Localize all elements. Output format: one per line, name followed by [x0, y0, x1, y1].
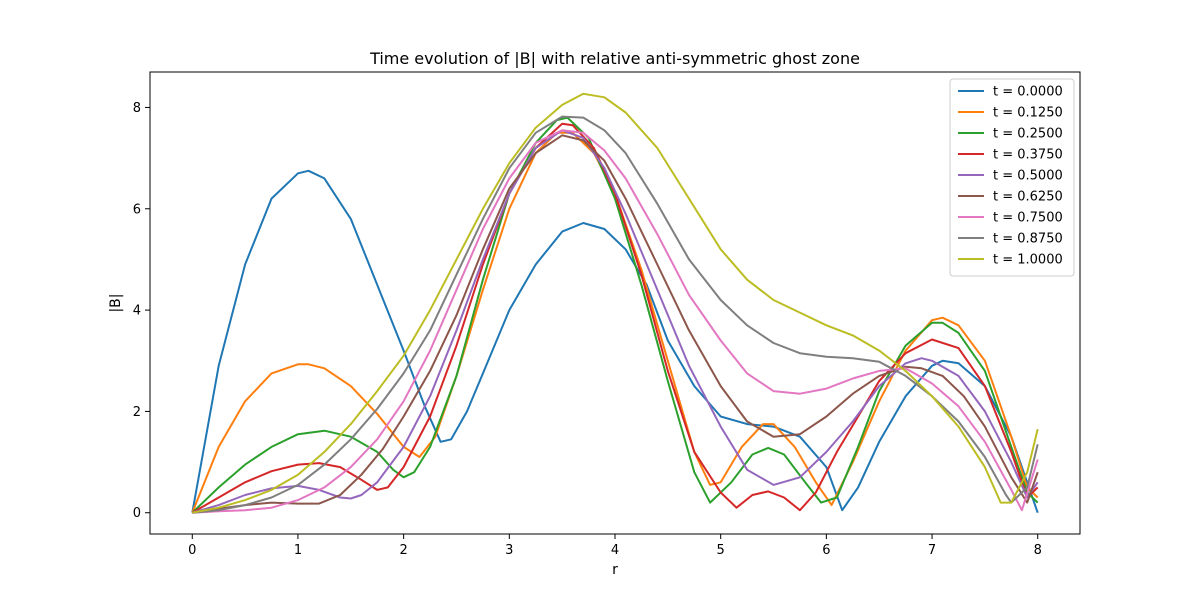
x-tick-label: 8 [1034, 543, 1042, 558]
series-lines [191, 92, 1039, 514]
x-tick-label: 1 [294, 543, 302, 558]
y-tick-label: 6 [133, 202, 141, 217]
legend: t = 0.0000 t = 0.1250 t = 0.2500 t = 0.3750… [949, 78, 1075, 277]
legend-label: t = 0.3750 [993, 148, 1063, 163]
x-tick-label: 7 [928, 543, 936, 558]
x-tick-label: 2 [399, 543, 407, 558]
series-line-6 [192, 129, 1039, 514]
series-line-1 [191, 131, 1039, 514]
legend-label: t = 0.8750 [993, 232, 1063, 247]
legend-label: t = 0.0000 [993, 85, 1063, 100]
x-axis-label: r [612, 562, 618, 578]
legend-label: t = 0.6250 [993, 190, 1063, 205]
legend-box [949, 78, 1075, 277]
y-tick-label: 4 [133, 304, 141, 319]
x-tick-label: 3 [505, 543, 513, 558]
series-line-2 [191, 116, 1039, 514]
x-axis-ticks: 0 1 2 3 4 5 6 7 8 [188, 534, 1042, 558]
y-tick-label: 8 [133, 101, 141, 116]
series-line-8 [192, 92, 1039, 514]
x-tick-label: 6 [822, 543, 830, 558]
legend-label: t = 0.2500 [993, 127, 1063, 142]
legend-label: t = 0.5000 [993, 169, 1063, 184]
series-line-7 [192, 115, 1039, 514]
series-line-5 [192, 134, 1039, 514]
legend-label: t = 0.1250 [993, 106, 1063, 121]
series-line-0 [191, 169, 1039, 514]
chart-title: Time evolution of |B| with relative anti… [369, 49, 860, 68]
y-axis-ticks: 0 2 4 6 8 [133, 101, 150, 521]
series-line-3 [191, 122, 1039, 514]
x-tick-label: 4 [611, 543, 619, 558]
y-tick-label: 0 [133, 506, 141, 521]
x-tick-label: 0 [188, 543, 196, 558]
series-line-4 [192, 129, 1039, 514]
x-tick-label: 5 [717, 543, 725, 558]
y-axis-label: |B| [108, 293, 124, 312]
legend-label: t = 0.7500 [993, 211, 1063, 226]
legend-label: t = 1.0000 [993, 253, 1063, 268]
y-tick-label: 2 [133, 405, 141, 420]
